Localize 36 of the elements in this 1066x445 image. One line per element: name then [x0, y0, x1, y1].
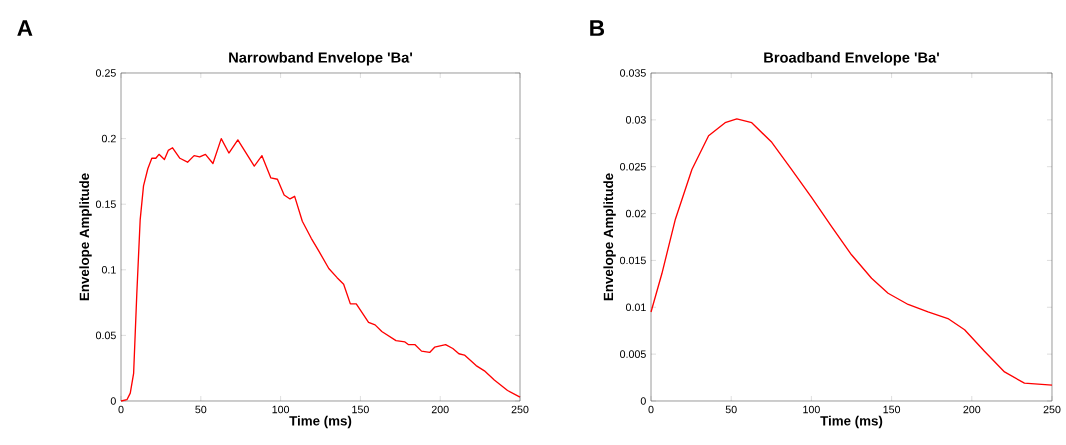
- y-tick-label: 0: [640, 397, 646, 405]
- text: B: [590, 20, 605, 36]
- x-axis-title: Time (ms): [820, 415, 883, 429]
- chart-title: Narrowband Envelope 'Ba': [229, 51, 413, 66]
- x-tick-label: 250: [511, 405, 529, 414]
- x-tick-label: 0: [118, 405, 124, 414]
- chart-title: Broadband Envelope 'Ba': [764, 51, 939, 66]
- x-tick-label: 100: [803, 405, 820, 414]
- y-tick-label: 0.02: [625, 209, 646, 218]
- y-tick-label: 0.2: [101, 134, 116, 143]
- x-tick-label: 150: [883, 405, 901, 414]
- x-tick-label: 50: [195, 405, 207, 414]
- x-tick-label: 100: [272, 405, 290, 414]
- y-tick-label: 0.1: [101, 266, 116, 274]
- x-tick-label: 200: [431, 405, 449, 414]
- y-tick-label: 0.05: [95, 331, 116, 340]
- y-tick-label: 0: [110, 397, 116, 405]
- line-series: [650, 118, 1053, 386]
- y-tick-label: 0.035: [620, 69, 646, 77]
- x-tick-label: 50: [725, 405, 737, 414]
- y-axis-title: Envelope Amplitude: [79, 173, 92, 301]
- x-tick-label: 0: [648, 405, 654, 414]
- line-series: [120, 137, 521, 402]
- x-tick-label: 250: [1043, 405, 1061, 414]
- y-tick-label: 0.025: [620, 162, 646, 171]
- x-axis-title: Time (ms): [289, 415, 352, 429]
- y-axis-title: Envelope Amplitude: [603, 173, 616, 301]
- y-tick-label: 0.15: [95, 200, 116, 208]
- y-tick-label: 0.03: [625, 116, 646, 124]
- x-tick-label: 150: [352, 405, 369, 414]
- y-tick-label: 0.005: [620, 350, 646, 358]
- y-tick-label: 0.01: [625, 303, 646, 312]
- text: A: [17, 20, 33, 36]
- x-tick-label: 200: [963, 405, 981, 414]
- y-tick-label: 0.25: [95, 69, 116, 77]
- y-tick-label: 0.015: [620, 256, 646, 265]
